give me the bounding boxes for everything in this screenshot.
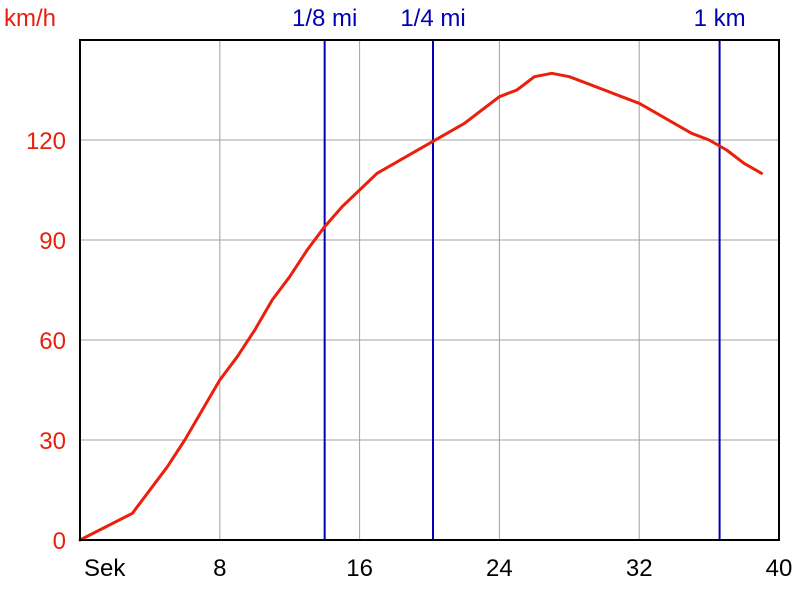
y-tick-label: 90 bbox=[39, 228, 66, 255]
plot-frame bbox=[79, 39, 780, 541]
grid-lines bbox=[80, 40, 779, 540]
y-tick-label: 30 bbox=[39, 428, 66, 455]
speed-series bbox=[78, 71, 763, 542]
distance-marker-label: 1/4 mi bbox=[400, 5, 465, 32]
x-axis-label: Sek bbox=[84, 555, 126, 582]
x-tick-label: 40 bbox=[766, 555, 793, 582]
speed-line bbox=[78, 71, 763, 542]
y-tick-labels: 0 30 60 90 120 bbox=[26, 128, 66, 555]
y-tick-label: 0 bbox=[53, 528, 66, 555]
x-tick-label: 8 bbox=[213, 555, 226, 582]
distance-marker-label: 1/8 mi bbox=[292, 5, 357, 32]
y-axis-label: km/h bbox=[4, 5, 56, 32]
x-tick-label: 24 bbox=[486, 555, 513, 582]
distance-marker-label: 1 km bbox=[694, 5, 746, 32]
distance-markers: 1/8 mi 1/4 mi 1 km bbox=[292, 5, 746, 540]
y-tick-label: 60 bbox=[39, 328, 66, 355]
x-tick-label: 32 bbox=[626, 555, 653, 582]
x-tick-labels: 8 16 24 32 40 bbox=[213, 555, 792, 582]
x-tick-label: 16 bbox=[346, 555, 373, 582]
y-tick-label: 120 bbox=[26, 128, 66, 155]
